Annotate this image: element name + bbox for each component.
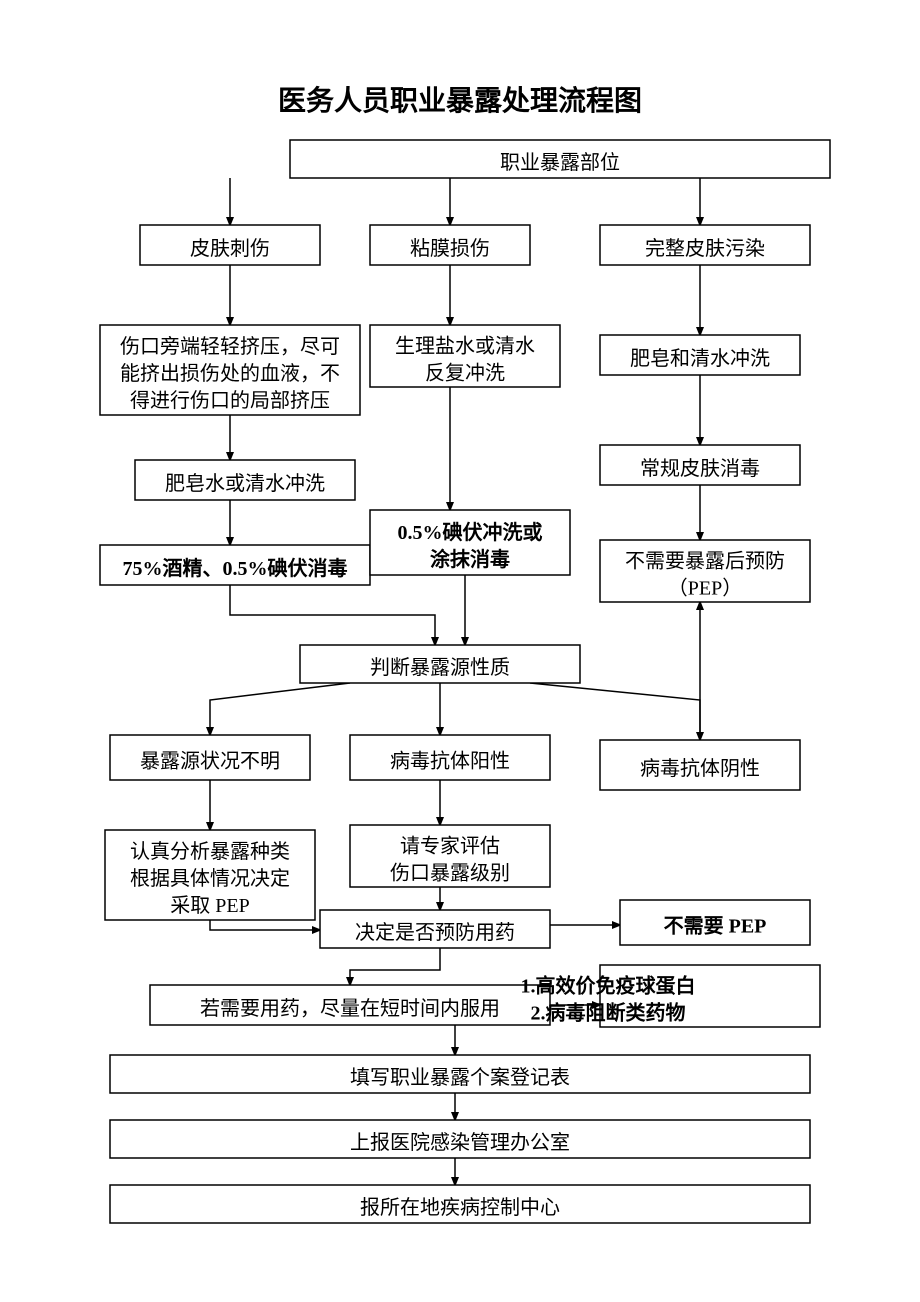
flow-node: 伤口旁端轻轻挤压，尽可能挤出损伤处的血液，不得进行伤口的局部挤压 [100,325,360,415]
flow-node-label: 2.病毒阻断类药物 [531,1000,686,1024]
flow-node-label: 常规皮肤消毒 [640,457,760,480]
flow-node: 完整皮肤污染 [600,225,810,265]
flow-node-label: 反复冲洗 [425,361,505,384]
flow-node-label: 肥皂水或清水冲洗 [165,472,325,495]
flow-node-label: 不需要暴露后预防 [625,549,785,572]
flow-node: 判断暴露源性质 [300,645,580,683]
flow-node-label: 伤口旁端轻轻挤压，尽可 [120,335,340,358]
flow-node: 报所在地疾病控制中心 [110,1185,810,1223]
flow-node-label: 填写职业暴露个案登记表 [350,1066,570,1089]
flow-node-label: 报所在地疾病控制中心 [360,1196,560,1219]
flow-node-label: 生理盐水或清水 [395,334,535,357]
flow-node-label: 决定是否预防用药 [355,921,515,944]
flow-node-label: 病毒抗体阴性 [640,757,760,780]
flow-edge [210,920,320,930]
flow-node-label: 若需要用药，尽量在短时间内服用 [200,997,500,1020]
flow-node: 填写职业暴露个案登记表 [110,1055,810,1093]
flow-edge [230,585,435,645]
flow-node: 0.5%碘伏冲洗或涂抹消毒 [370,510,570,575]
flow-node-label: 不需要 PEP [664,914,767,937]
flow-node-label: 认真分析暴露种类 [130,840,290,863]
flow-node-label: 粘膜损伤 [410,237,490,260]
chart-title: 医务人员职业暴露处理流程图 [278,85,642,116]
flow-node: 暴露源状况不明 [110,735,310,780]
flow-node-label: 判断暴露源性质 [370,656,510,679]
flow-edge [530,683,700,740]
flow-node-label: 职业暴露部位 [500,151,620,174]
flow-node-label: 根据具体情况决定 [130,867,290,890]
flow-node-label: 伤口暴露级别 [390,861,510,884]
flow-node-label: 得进行伤口的局部挤压 [130,389,330,412]
flow-node-label: 完整皮肤污染 [645,237,765,260]
flow-node: 上报医院感染管理办公室 [110,1120,810,1158]
flow-node-label: 肥皂和清水冲洗 [630,347,770,370]
flow-node-label: 采取 PEP [170,894,249,917]
flow-node-label: 0.5%碘伏冲洗或 [398,520,543,544]
flow-node-label: 病毒抗体阳性 [390,749,510,772]
flow-node: 病毒抗体阳性 [350,735,550,780]
flow-node: 若需要用药，尽量在短时间内服用 [150,985,550,1025]
flow-node: 肥皂水或清水冲洗 [135,460,355,500]
flow-node: 75%酒精、0.5%碘伏消毒 [100,545,370,585]
flow-node: 皮肤刺伤 [140,225,320,265]
flow-node: 决定是否预防用药 [320,910,550,948]
flow-node: 生理盐水或清水反复冲洗 [370,325,560,387]
flow-node-label: 涂抹消毒 [430,547,510,571]
flow-node: 认真分析暴露种类根据具体情况决定采取 PEP [105,830,315,920]
flow-node-label: （PEP） [668,576,742,599]
flow-node-label: 能挤出损伤处的血液，不 [120,362,340,385]
flow-node-label: 1.高效价免疫球蛋白 [521,973,696,997]
flow-node: 粘膜损伤 [370,225,530,265]
flow-node-label: 上报医院感染管理办公室 [350,1131,570,1154]
flow-node: 请专家评估伤口暴露级别 [350,825,550,887]
flowchart-canvas: 医务人员职业暴露处理流程图职业暴露部位皮肤刺伤 粘膜损伤 完整皮肤污染伤口旁端轻轻挤… [0,0,920,1302]
flow-node-label: 暴露源状况不明 [140,749,280,772]
flow-node: 1.高效价免疫球蛋白 2.病毒阻断类药物 [521,965,821,1027]
flow-edge [210,683,350,735]
flow-node: 不需要 PEP [620,900,810,945]
flow-node: 职业暴露部位 [290,140,830,178]
flow-edge [350,948,440,985]
flow-node: 病毒抗体阴性 [600,740,800,790]
flow-node: 肥皂和清水冲洗 [600,335,800,375]
flow-node: 不需要暴露后预防 （PEP） [600,540,810,602]
flow-node-label: 75%酒精、0.5%碘伏消毒 [123,556,348,580]
flow-node-label: 皮肤刺伤 [190,237,270,260]
flow-node-label: 请专家评估 [400,834,500,857]
flow-node: 常规皮肤消毒 [600,445,800,485]
